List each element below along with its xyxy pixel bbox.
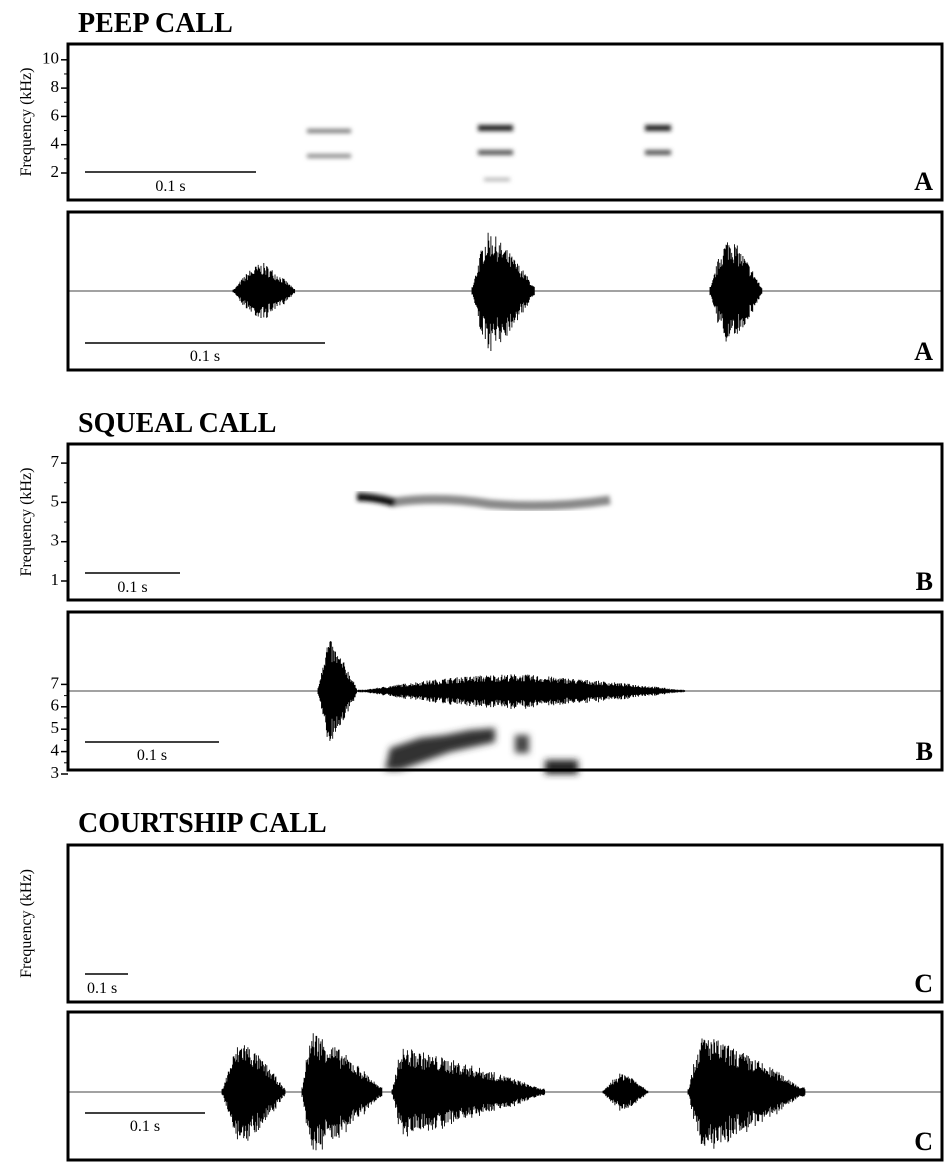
axis-label: Frequency (kHz) [18, 468, 35, 577]
tick-label: 4 [51, 741, 60, 760]
waveform-burst [318, 641, 357, 741]
panel-label: A [914, 337, 933, 366]
waveform-burst [710, 242, 762, 341]
courtship-spectrogram-marks [385, 728, 578, 774]
waveform-burst [392, 1049, 545, 1137]
squeal-spectrogram-marks [357, 496, 610, 506]
waveform-burst [603, 1074, 648, 1111]
section-title: PEEP CALL [78, 8, 233, 39]
scale-label: 0.1 s [87, 980, 117, 997]
tick-label: 5 [51, 718, 60, 737]
waveform-burst [688, 1039, 805, 1149]
figure: PEEP CALL 2 4 6 8 10 Frequency (kHz) 0.1 s A 0.1 … [0, 0, 946, 1164]
waveform-burst [222, 1045, 285, 1140]
spectrogram-frame [68, 845, 942, 1002]
waveform-burst [357, 674, 685, 709]
peep-spectrogram-marks [307, 125, 671, 181]
spectrogram-frame [68, 444, 942, 600]
tick-label: 10 [42, 49, 59, 68]
tick-label: 7 [51, 452, 60, 471]
panel-label: C [914, 1127, 933, 1156]
tick-label: 3 [51, 763, 60, 782]
tick-label: 1 [51, 570, 60, 589]
panel-label: B [916, 737, 933, 766]
tick-label: 6 [51, 696, 60, 715]
axis-label: Frequency (kHz) [18, 869, 35, 978]
panel-label: B [916, 567, 933, 596]
scale-label: 0.1 s [117, 579, 147, 596]
panel-label: A [914, 167, 933, 196]
section-title: COURTSHIP CALL [78, 808, 327, 839]
tick-label: 2 [51, 162, 60, 181]
waveform-burst [233, 263, 295, 318]
tick-label: 3 [51, 531, 60, 550]
tick-label: 6 [51, 105, 60, 124]
tick-label: 8 [51, 77, 60, 96]
spectrogram-frame [68, 44, 942, 200]
waveform-burst [472, 233, 534, 351]
scale-label: 0.1 s [155, 178, 185, 195]
tick-label: 5 [51, 491, 60, 510]
tick-label: 7 [51, 673, 60, 692]
scale-label: 0.1 s [137, 747, 167, 764]
panel-label: C [914, 969, 933, 998]
section-title: SQUEAL CALL [78, 408, 276, 439]
tick-label: 4 [51, 134, 60, 153]
axis-label: Frequency (kHz) [18, 68, 35, 177]
waveform-burst [302, 1033, 382, 1150]
scale-label: 0.1 s [130, 1118, 160, 1135]
scale-label: 0.1 s [190, 348, 220, 365]
